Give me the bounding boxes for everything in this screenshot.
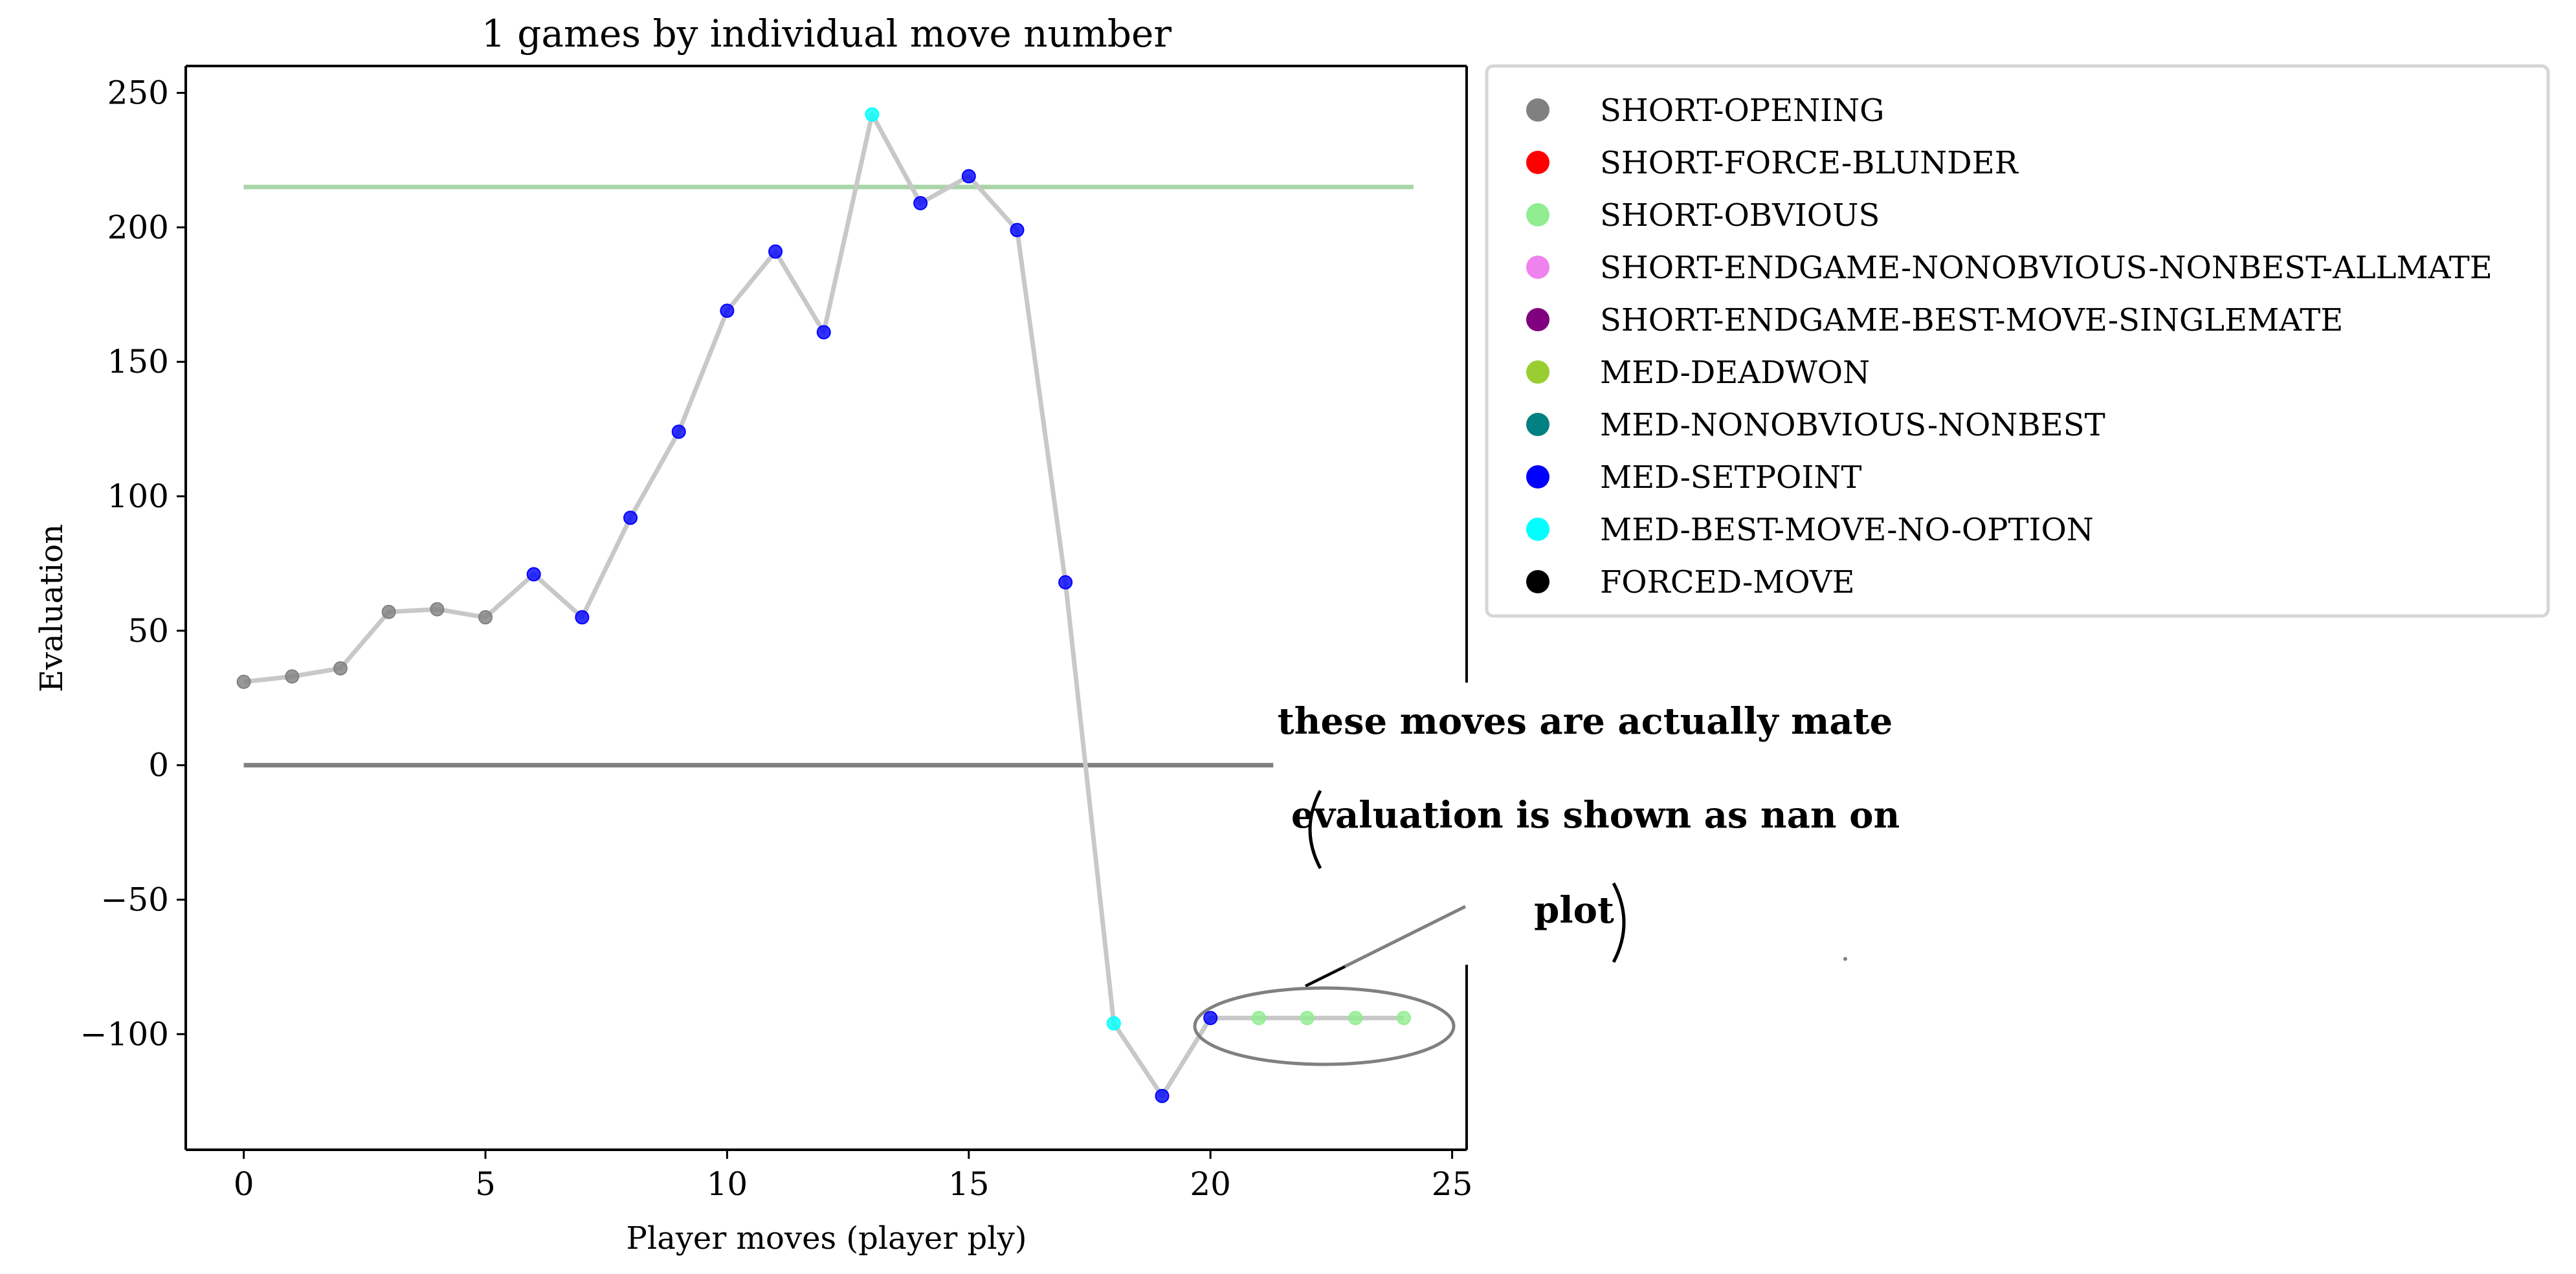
annotation-left-paren [1308,789,1322,870]
annotation-line-3: plot [1534,889,1614,932]
y-tick-label: 200 [107,208,169,246]
legend-label: SHORT-OPENING [1600,93,1884,129]
annotation-line-2: evaluation is shown as nan on [1291,794,1900,837]
data-point [865,107,880,122]
data-point [1010,223,1025,237]
annotation-ellipse [1193,986,1456,1066]
data-point [961,169,976,184]
y-tick-label: −50 [100,881,169,918]
y-tick-label: −100 [80,1015,169,1053]
annotation-stray-dot [1843,957,1847,961]
x-tick-label: 10 [707,1165,748,1203]
legend-marker-icon [1526,518,1549,541]
data-point [816,325,831,340]
legend-marker-icon [1526,360,1549,384]
y-tick-label: 50 [128,612,169,650]
data-point [1300,1011,1315,1026]
legend-label: MED-NONOBVIOUS-NONBEST [1600,407,2105,443]
legend: SHORT-OPENING SHORT-FORCE-BLUNDER SHORT-OB… [1485,64,2550,618]
legend-label: MED-DEADWON [1600,355,1870,391]
legend-marker-icon [1526,465,1549,489]
data-point [720,303,735,318]
legend-marker-icon [1526,203,1549,226]
series-line [243,112,1404,1099]
data-point [768,244,783,259]
legend-marker-icon [1526,98,1549,122]
y-tick-label: 0 [148,747,169,784]
legend-label: FORCED-MOVE [1600,564,1855,600]
legend-label: MED-BEST-MOVE-NO-OPTION [1600,512,2094,548]
data-point [1348,1011,1363,1026]
data-point [1203,1011,1218,1026]
legend-box [1485,64,2550,618]
data-point [381,604,396,619]
data-point [236,674,251,689]
data-point [526,567,541,582]
y-axis-label: Evaluation [34,524,70,692]
data-point [575,610,590,625]
data-point [1106,1016,1121,1031]
annotation-background [1291,683,1887,965]
data-point [333,661,348,676]
legend-label: SHORT-ENDGAME-BEST-MOVE-SINGLEMATE [1600,302,2343,338]
data-point [1396,1011,1411,1026]
data-point [1251,1011,1266,1026]
data-point [1155,1088,1170,1103]
legend-label: SHORT-OBVIOUS [1600,197,1880,234]
data-point [430,602,445,617]
x-tick-label: 25 [1432,1165,1473,1203]
data-point [1058,575,1073,590]
data-point [671,424,686,439]
annotation-line-1: these moves are actually mate [1278,700,1893,743]
legend-marker-icon [1526,256,1549,279]
data-point [913,195,928,210]
x-tick-label: 0 [234,1165,254,1203]
legend-marker-icon [1526,308,1549,331]
data-point [285,669,300,684]
x-tick-label: 20 [1190,1165,1231,1203]
legend-label: SHORT-ENDGAME-NONOBVIOUS-NONBEST-ALLMATE [1600,250,2493,286]
annotation-right-paren [1612,882,1626,963]
legend-label: MED-SETPOINT [1600,459,1861,496]
annotation: these moves are actually mate evaluation… [1193,683,1900,1066]
y-tick-label: 250 [107,74,169,112]
annotation-arrow-tip [1305,965,1346,987]
x-axis-label: Player moves (player ply) [627,1220,1027,1257]
data-point [623,511,638,525]
legend-marker-icon [1526,570,1549,593]
y-tick-label: 150 [107,343,169,380]
legend-label: SHORT-FORCE-BLUNDER [1600,145,2019,181]
chart-title: 1 games by individual move number [482,12,1171,56]
legend-marker-icon [1526,413,1549,436]
y-tick-label: 100 [107,478,169,515]
x-tick-label: 15 [948,1165,990,1203]
legend-marker-icon [1526,151,1549,174]
x-tick-label: 5 [475,1165,496,1203]
data-point [478,610,493,625]
